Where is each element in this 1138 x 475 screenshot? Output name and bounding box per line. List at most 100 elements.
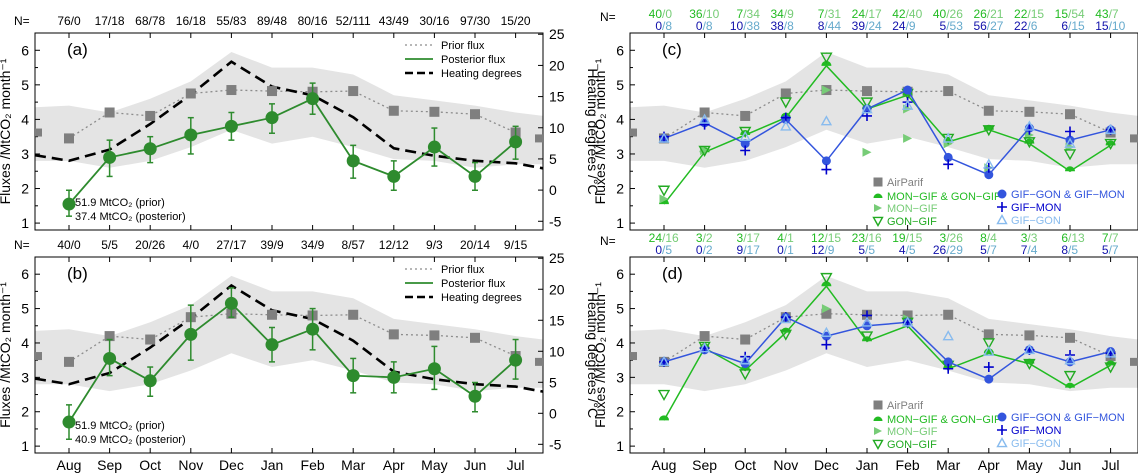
ylabel-right: Heating degrees /°C <box>585 292 601 418</box>
n-top-a: 7 <box>737 7 744 21</box>
n-count: 20/26 <box>135 238 165 252</box>
n-top-a: 15 <box>1055 7 1069 21</box>
n-top-a: 40 <box>933 7 947 21</box>
n-top-b: /15 <box>906 231 923 245</box>
gon-gif-point <box>982 338 995 350</box>
n-top-b: /9 <box>784 7 794 21</box>
n-top-a: 3 <box>940 231 947 245</box>
n-top-b: /17 <box>743 231 760 245</box>
n-top-a: 7 <box>1102 231 1109 245</box>
n-bottom-b: /5 <box>1068 243 1078 257</box>
airparif-line <box>663 313 1111 363</box>
n-bottom-b: /7 <box>1109 243 1119 257</box>
heating-line <box>34 60 544 170</box>
xtick-label: May <box>421 457 447 473</box>
gif-gon-mon-point <box>821 156 831 166</box>
legend-airparif-swatch <box>873 177 883 187</box>
gif-gon-point <box>983 345 995 356</box>
xtick-label: Jul <box>507 457 525 473</box>
legend-mon-gon-gif-label: MON−GIF & GON−GIF <box>887 414 1001 426</box>
n-bottom-b: /44 <box>824 19 841 33</box>
posterior-point <box>184 128 198 142</box>
airparif-point <box>983 329 994 340</box>
n-count: 68/78 <box>135 14 165 28</box>
legend-airparif-label: AirParif <box>887 177 924 189</box>
ytick-label: 1 <box>21 215 29 231</box>
mon-gif-point <box>903 133 913 143</box>
n-count: 12/12 <box>379 238 409 252</box>
panel-label: (a) <box>67 40 88 59</box>
n-top-a: 3 <box>737 231 744 245</box>
airparif-point <box>699 107 710 118</box>
mon-gon-gif-line <box>663 285 1111 421</box>
n-bottom-b: /8 <box>703 19 713 33</box>
gif-gon-point <box>820 115 833 126</box>
xtick-label: Sep <box>692 457 717 473</box>
gon-gif-point <box>1023 358 1036 371</box>
legend-posterior-label: Posterior flux <box>441 54 506 66</box>
mon-gon-gif-line <box>663 64 1112 205</box>
legend-gif-gon-swatch <box>996 214 1008 225</box>
ytick-label: 5 <box>616 77 624 93</box>
airparif-point <box>983 105 994 116</box>
n-bottom-b: /5 <box>906 243 916 257</box>
gif-gon-mon-point <box>903 85 913 95</box>
posterior-point <box>387 169 401 183</box>
gif-gon-point <box>942 330 954 341</box>
prior-point <box>470 332 480 343</box>
xtick-label: Oct <box>734 457 756 473</box>
annotation-posterior: 40.9 MtCO₂ (posterior) <box>75 434 186 446</box>
y2tick-label: 25 <box>549 250 565 266</box>
prior-point <box>226 85 237 96</box>
panel-label: (d) <box>662 264 683 283</box>
xtick-label: Jun <box>1059 457 1082 473</box>
airparif-point <box>821 308 832 319</box>
n-top-a: 34 <box>770 7 784 21</box>
n-count: 4/0 <box>182 238 199 252</box>
gon-gif-point <box>860 97 874 109</box>
n-bottom-a: 5 <box>980 243 987 257</box>
mon-gif-point <box>862 147 872 157</box>
gon-gif-point <box>1104 362 1117 374</box>
n-bottom-b: /27 <box>987 19 1004 33</box>
n-count: 39/9 <box>260 238 284 252</box>
xtick-label: May <box>1016 457 1042 473</box>
n-bottom-a: 39 <box>852 19 866 33</box>
gif-mon-point <box>943 159 954 170</box>
n-top-a: 12 <box>811 231 825 245</box>
n-bottom-b: /29 <box>946 243 963 257</box>
prior-point <box>64 133 74 144</box>
prior-point <box>429 106 440 117</box>
n-bottom-a: 10 <box>730 19 744 33</box>
airparif-point-edge <box>1130 134 1138 143</box>
n-top-a: 26 <box>973 7 987 21</box>
gif-mon-point <box>983 362 994 373</box>
gon-gif-point <box>1104 138 1117 151</box>
gif-gon-point <box>861 316 873 327</box>
gif-gon-point <box>1104 347 1117 358</box>
n-bottom-a: 38 <box>770 19 784 33</box>
gif-gon-mon-point <box>943 357 953 367</box>
legend-prior-label: Prior flux <box>441 264 485 276</box>
n-top-a: 7 <box>818 7 825 21</box>
n-bottom-a: 5 <box>858 243 865 257</box>
gif-gon-point <box>780 120 792 131</box>
gif-gon-mon-point <box>984 374 994 384</box>
gif-gon-point <box>658 355 670 367</box>
panel-label: (c) <box>662 40 682 59</box>
n-count: 52/111 <box>336 14 371 28</box>
n-top-b: /40 <box>906 7 923 21</box>
legend-gif-gon-mon-label: GIF−GON & GIF−MON <box>1011 189 1125 201</box>
n-bottom-b: /7 <box>987 243 997 257</box>
legend-mon-gif-label: MON−GIF <box>887 203 938 215</box>
n-top-b: /26 <box>946 7 963 21</box>
gon-gif-point <box>820 52 833 64</box>
n-top-a: 40 <box>649 7 663 21</box>
gon-gif-point <box>739 126 752 138</box>
n-bottom-a: 8 <box>818 19 825 33</box>
ytick-label: 3 <box>21 146 29 162</box>
n-bottom-b: /8 <box>662 19 672 33</box>
airparif-point <box>862 86 872 97</box>
